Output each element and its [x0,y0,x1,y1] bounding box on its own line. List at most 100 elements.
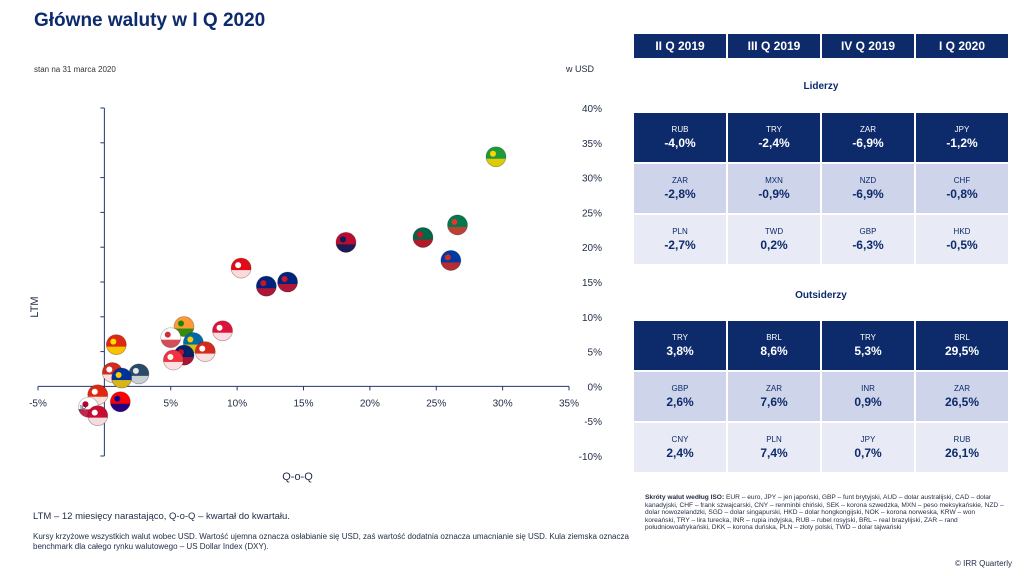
table-cell: HKD -0,5% [916,215,1008,264]
y-tick-label: 25% [582,208,602,219]
currency-code: PLN [766,435,782,444]
currency-code: PLN [672,227,688,236]
x-tick-label: 25% [426,398,446,409]
outsiders-table: TRY 3,8% BRL 8,6% TRY 5,3% BRL 29,5% GBP 2,6% ZAR 7… [634,321,1008,474]
scatter-chart: -5% 5% 10% 15% 20% 25% 30% 35% 40% 35% 30% 25% 20% 15… [29,64,603,483]
currency-code: INR [861,384,875,393]
y-tick-label: 20% [582,243,602,254]
currency-change: -4,0% [664,136,696,150]
abbrev-title: Skróty walut według ISO: [645,494,725,501]
leaders-label: Liderzy [803,81,839,92]
flag-point-pln [212,320,233,342]
table-row: PLN -2,7% TWD 0,2% GBP -6,3% HKD -0,5% [634,215,1008,266]
page-title: Główne waluty w I Q 2020 [34,10,266,31]
table-row: ZAR -2,8% MXN -0,9% NZD -6,9% CHF -0,8% [634,164,1008,215]
currency-code: GBP [859,227,877,236]
table-cell: MXN -0,9% [728,164,822,213]
currency-change: -1,2% [946,136,978,150]
outsiders-label: Outsiderzy [795,290,847,301]
table-row: CNY 2,4% PLN 7,4% JPY 0,7% RUB 26,1% [634,423,1008,474]
flag-point-twd [109,391,131,413]
currency-change: 0,7% [854,446,882,460]
table-cell: RUB 26,1% [916,423,1008,472]
quarter-header: I Q 2020 [916,34,1008,58]
y-axis-label: LTM [29,296,41,317]
currency-change: 7,6% [760,395,788,409]
currency-code: JPY [954,125,970,134]
table-cell: JPY 0,7% [822,423,916,472]
y-tick-label: 35% [582,139,602,150]
table-cell: TRY 5,3% [822,321,916,370]
currency-code: GBP [671,384,689,393]
cross-rate-footnote: Kursy krzyżowe wszystkich walut wobec US… [33,532,629,551]
y-tick-label: 10% [582,313,602,324]
quarter-header: II Q 2019 [634,34,728,58]
currency-code: TRY [766,125,782,134]
copyright: © IRR Quarterly [954,559,1012,568]
quarter-header: IV Q 2019 [822,34,916,58]
table-cell: PLN 7,4% [728,423,822,472]
x-axis-label: Q-o-Q [282,471,313,483]
flag-point-try [230,257,252,279]
currency-change: -6,9% [852,136,884,150]
x-tick-label: 20% [360,398,380,409]
x-tick-label: 35% [559,398,579,409]
y-tick-label: -5% [584,417,602,428]
unit-label: w USD [565,64,595,74]
flag-point-brl [485,146,507,168]
currency-change: -2,8% [664,187,696,201]
currency-code: TWD [764,227,784,236]
currency-change: 3,8% [666,344,694,358]
flag-point-mxn [412,227,434,248]
leaders-table: RUB -4,0% TRY -2,4% ZAR -6,9% JPY -1,2% ZAR -2,8%… [634,113,1008,266]
currency-code: NZD [859,176,877,185]
currency-change: -2,7% [664,238,696,252]
abbrev-text: EUR – euro, JPY – jen japoński, GBP – fu… [645,494,1004,532]
y-tick-label: 0% [588,382,603,393]
currency-code: ZAR [766,384,782,393]
currency-change: 2,6% [666,395,694,409]
x-tick-label: 15% [293,398,313,409]
table-row: GBP 2,6% ZAR 7,6% INR 0,9% ZAR 26,5% [634,372,1008,423]
currency-code: BRL [954,333,970,342]
table-cell: CNY 2,4% [634,423,728,472]
table-cell: TRY -2,4% [728,113,822,162]
table-row: RUB -4,0% TRY -2,4% ZAR -6,9% JPY -1,2% [634,113,1008,164]
currency-change: 0,2% [760,238,788,252]
currency-code: CHF [953,176,971,185]
table-cell: TRY 3,8% [634,321,728,370]
flag-point-nok [335,231,357,253]
point-label: JP [78,405,87,412]
flag-point-dxy [128,363,150,385]
table-cell: BRL 8,6% [728,321,822,370]
currency-code: ZAR [672,176,688,185]
currency-code: RUB [671,125,689,134]
y-tick-label: 30% [582,174,602,185]
currency-change: -0,9% [758,187,790,201]
flag-point-rub [440,250,462,271]
currency-change: 26,5% [944,395,980,409]
currency-code: ZAR [954,384,970,393]
currency-change: 5,3% [854,344,882,358]
x-tick-label: 30% [493,398,513,409]
table-row: TRY 3,8% BRL 8,6% TRY 5,3% BRL 29,5% [634,321,1008,372]
currency-change: -0,8% [946,187,978,201]
table-cell: RUB -4,0% [634,113,728,162]
table-cell: JPY -1,2% [916,113,1008,162]
flag-point-aud [277,271,298,293]
flag-point-cny [105,334,127,356]
x-tick-label: -5% [29,398,47,409]
y-tick-label: 5% [588,348,603,359]
currency-change: -6,9% [852,187,884,201]
y-tick-label: 15% [582,278,602,289]
table-cell: GBP -6,3% [822,215,916,264]
flag-point-krw [160,327,182,349]
currency-change: 2,4% [666,446,694,460]
currency-change: 26,1% [944,446,980,460]
currency-code: JPY [860,435,876,444]
table-cell: PLN -2,7% [634,215,728,264]
flag-point-dkk [87,405,109,427]
table-cell: NZD -6,9% [822,164,916,213]
currency-code: CNY [671,435,689,444]
currency-change: -2,4% [758,136,790,150]
